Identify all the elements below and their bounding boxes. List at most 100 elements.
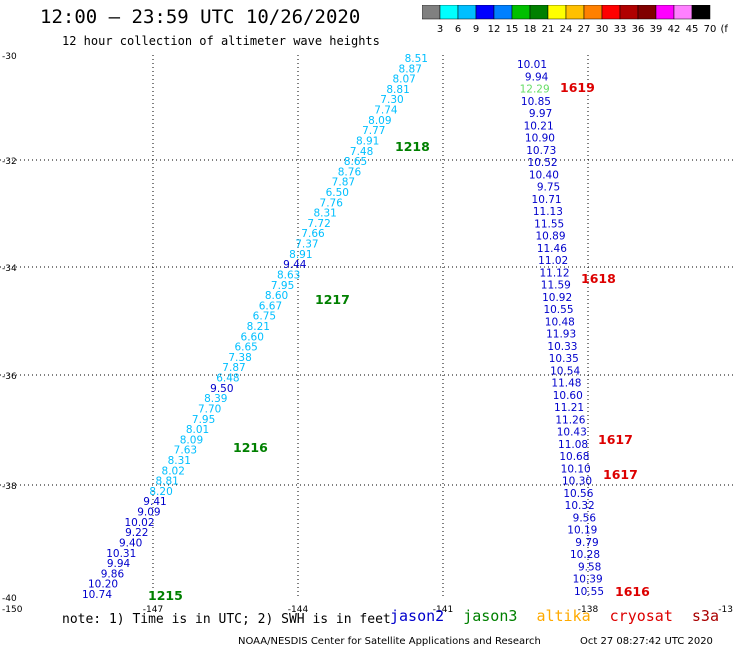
legend-swatch (691, 5, 711, 20)
legend-label: 24 (560, 24, 573, 35)
wave-height-value: 10.52 (528, 157, 558, 169)
wave-height-value: 10.19 (567, 525, 597, 537)
pass-time-label: 1619 (560, 80, 595, 95)
latitude-label: -34 (2, 264, 17, 274)
wave-height-value: 8.21 (247, 321, 270, 333)
wave-height-value: 12.29 (520, 84, 550, 96)
wave-height-value: 10.60 (553, 390, 583, 402)
wave-height-value: 10.31 (106, 548, 136, 560)
wave-height-value: 10.01 (517, 59, 547, 71)
legend-label: (ft) (720, 24, 728, 35)
wave-height-value: 7.87 (332, 177, 355, 189)
wave-height-value: 6.75 (253, 311, 276, 323)
wave-height-value: 10.30 (562, 476, 592, 488)
wave-height-value: 11.93 (546, 329, 576, 341)
wave-height-value: 7.48 (350, 146, 373, 158)
wave-height-value: 11.46 (537, 243, 567, 255)
wave-height-value: 10.54 (550, 365, 580, 377)
legend-label: 33 (614, 24, 627, 35)
wave-height-value: 7.76 (320, 197, 344, 209)
legend-label: 3 (437, 24, 443, 35)
wave-height-value: 9.22 (125, 527, 148, 539)
wave-height-value: 10.10 (561, 463, 591, 475)
wave-height-value: 10.35 (549, 353, 579, 365)
wave-height-value: 7.72 (307, 218, 330, 230)
latitude-label: -40 (2, 594, 17, 604)
wave-height-value: 9.44 (283, 259, 307, 271)
wave-height-value: 7.70 (198, 403, 221, 415)
longitude-label: -150 (2, 605, 23, 615)
pass-time-label: 1617 (598, 432, 633, 447)
wave-height-value: 9.58 (578, 561, 601, 573)
wave-height-value: 11.26 (555, 414, 585, 426)
legend-label: 21 (542, 24, 555, 35)
wave-height-value: 7.95 (192, 414, 215, 426)
pass-time-label: 1217 (315, 292, 350, 307)
map-subtitle: 12 hour collection of altimeter wave hei… (62, 34, 380, 48)
wave-height-value: 8.02 (162, 465, 185, 477)
wave-height-value: 9.79 (575, 537, 598, 549)
wave-height-value: 11.59 (541, 280, 571, 292)
legend-label: 30 (596, 24, 609, 35)
wave-height-value: 10.68 (559, 451, 589, 463)
pass-time-label: 1616 (615, 584, 650, 599)
map-title: 12:00 – 23:59 UTC 10/26/2020 (40, 6, 361, 28)
footer-note: note: 1) Time is in UTC; 2) SWH is in fe… (62, 612, 391, 627)
wave-height-value: 11.02 (538, 255, 568, 267)
wave-height-value: 8.91 (289, 249, 312, 261)
wave-height-value: 9.86 (101, 568, 125, 580)
wave-height-value: 6.67 (259, 300, 282, 312)
latitude-label: -32 (2, 157, 17, 167)
wave-height-value: 10.21 (524, 120, 554, 132)
wave-height-value: 11.21 (554, 402, 584, 414)
wave-height-value: 8.63 (277, 269, 300, 281)
longitude-label: -141 (433, 605, 453, 615)
wave-height-value: 8.81 (155, 476, 178, 488)
legend-label: 27 (578, 24, 591, 35)
legend-label: 6 (455, 24, 461, 35)
wave-height-value: 8.39 (204, 393, 227, 405)
wave-height-value: 8.81 (386, 84, 409, 96)
wave-height-value: 7.63 (174, 445, 197, 457)
legend-label: 12 (488, 24, 501, 35)
satellite-legend: jason2 jason3 altika cryosat s3a (390, 607, 729, 625)
wave-height-value: 10.55 (543, 304, 573, 316)
wave-height-value: 9.50 (210, 383, 233, 395)
legend-label: 18 (524, 24, 537, 35)
wave-height-value: 10.92 (542, 292, 572, 304)
pass-time-label: 1618 (581, 271, 616, 286)
wave-height-value: 7.77 (362, 125, 385, 137)
wave-height-value: 9.94 (525, 71, 549, 83)
wave-height-value: 8.31 (168, 455, 191, 467)
latitude-label: -36 (2, 372, 17, 382)
wave-height-value: 9.75 (537, 182, 560, 194)
wave-height-value: 10.55 (574, 586, 604, 598)
sat-jason3: jason3 (463, 607, 518, 625)
wave-height-value: 8.87 (399, 63, 422, 75)
pass-time-label: 1215 (148, 588, 183, 603)
wave-height-value: 10.89 (535, 231, 565, 243)
legend-label: 39 (650, 24, 663, 35)
generated-timestamp: Oct 27 08:27:42 UTC 2020 (580, 636, 713, 647)
legend-label: 9 (473, 24, 479, 35)
wave-height-value: 9.41 (143, 496, 166, 508)
sat-jason2: jason2 (390, 607, 445, 625)
wave-height-value: 9.09 (137, 507, 160, 519)
wave-height-value: 7.95 (271, 280, 294, 292)
longitude-label: -138 (578, 605, 599, 615)
wave-height-value: 7.37 (295, 239, 318, 251)
wave-height-value: 8.09 (180, 434, 203, 446)
wave-height-value: 8.65 (344, 156, 367, 168)
wave-height-value: 8.20 (149, 486, 172, 498)
wave-height-value: 11.55 (534, 218, 564, 230)
pass-time-label: 1218 (395, 139, 430, 154)
wave-height-value: 11.13 (533, 206, 563, 218)
wave-height-value: 10.73 (526, 145, 556, 157)
legend-label: 42 (668, 24, 681, 35)
longitude-label: -13 (718, 605, 733, 615)
wave-height-value: 11.48 (551, 378, 581, 390)
wave-height-value: 7.66 (301, 228, 325, 240)
